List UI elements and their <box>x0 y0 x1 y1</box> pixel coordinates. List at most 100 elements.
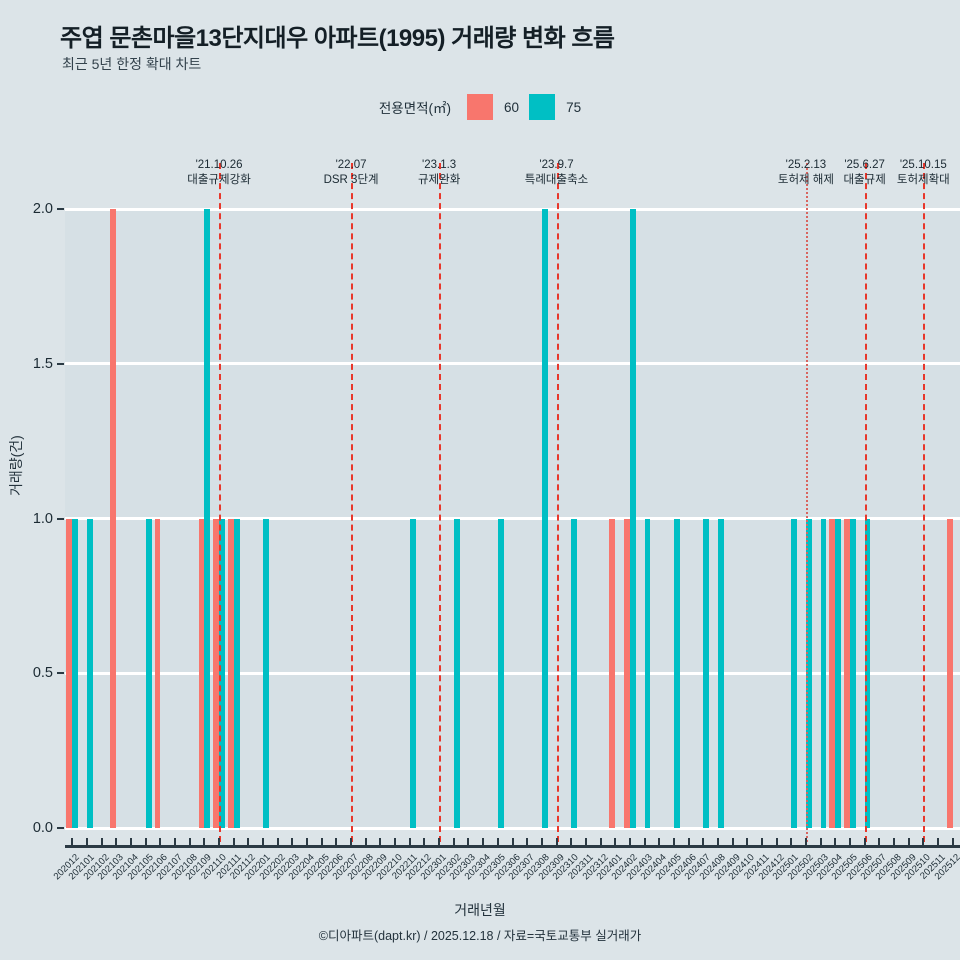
event-label: 대출규제 <box>843 174 886 186</box>
y-tick-label: 1.0 <box>32 510 53 527</box>
x-tick-mark <box>804 838 807 847</box>
bar-60-202110[interactable] <box>213 518 220 828</box>
x-tick-mark <box>100 838 103 847</box>
x-tick-mark <box>174 838 177 847</box>
chart-legend: 전용면적(㎡) 60 75 <box>0 94 960 120</box>
event-line-202506 <box>864 163 867 842</box>
event-label: 토허제 해제 <box>777 174 834 186</box>
bar-75-202211[interactable] <box>409 518 416 828</box>
event-date: '22.07 <box>335 159 367 171</box>
legend-label-60: 60 <box>504 99 520 115</box>
y-tick-mark <box>57 672 64 675</box>
bar-75-202403[interactable] <box>644 518 651 828</box>
legend-item-60[interactable]: 60 <box>467 94 519 120</box>
bar-75-202506[interactable] <box>864 518 871 828</box>
event-label: 토허제확대 <box>896 174 950 186</box>
bar-60-202512[interactable] <box>946 518 953 828</box>
y-tick-mark <box>57 208 64 210</box>
bar-75-202503[interactable] <box>820 518 827 828</box>
x-tick-mark <box>892 838 895 847</box>
event-line-202110 <box>219 163 222 842</box>
bar-60-202504[interactable] <box>829 518 836 828</box>
bar-75-202408[interactable] <box>717 518 724 828</box>
x-tick-mark <box>936 838 939 847</box>
bar-60-202402[interactable] <box>624 518 630 828</box>
bar-75-202402[interactable] <box>629 209 636 828</box>
bar-75-202111[interactable] <box>233 518 240 828</box>
y-tick-mark <box>57 827 64 829</box>
bar-75-202105[interactable] <box>145 518 152 828</box>
legend-swatch-60 <box>467 94 494 120</box>
x-tick-mark <box>526 838 529 847</box>
event-annotation-202301: '23.1.3 규제완화 <box>379 158 499 188</box>
x-tick-mark <box>188 838 191 847</box>
x-tick-mark <box>760 838 763 847</box>
bar-75-202405[interactable] <box>673 518 680 828</box>
bar-75-202302[interactable] <box>453 518 460 828</box>
x-tick-mark <box>276 838 279 847</box>
x-tick-mark <box>790 838 793 847</box>
bar-60-202109[interactable] <box>198 518 205 828</box>
gridline <box>65 362 960 366</box>
x-tick-mark <box>658 838 661 847</box>
bar-60-202505[interactable] <box>844 518 850 828</box>
event-line-202309 <box>556 163 559 842</box>
bar-75-202505[interactable] <box>849 518 856 828</box>
legend-item-75[interactable]: 75 <box>529 94 581 120</box>
x-tick-mark <box>291 838 294 847</box>
x-tick-mark <box>555 838 558 847</box>
bar-75-202305[interactable] <box>497 518 504 828</box>
bar-60-202111[interactable] <box>227 518 234 828</box>
gridline <box>65 671 960 675</box>
bar-75-202109[interactable] <box>204 209 211 828</box>
legend-title: 전용면적(㎡) <box>378 101 452 116</box>
bar-75-202310[interactable] <box>571 518 578 828</box>
x-tick-mark <box>159 838 162 847</box>
x-tick-mark <box>247 838 250 847</box>
y-tick-label: 1.5 <box>32 355 53 372</box>
bar-75-202101[interactable] <box>87 518 93 828</box>
x-tick-mark <box>848 838 851 847</box>
bar-60-202012[interactable] <box>66 518 73 828</box>
plot-area <box>65 163 960 842</box>
x-tick-mark <box>687 838 690 847</box>
x-tick-mark <box>819 838 822 847</box>
bar-75-202501[interactable] <box>791 518 798 828</box>
bar-75-202502[interactable] <box>805 518 812 828</box>
gridline <box>65 826 960 830</box>
x-tick-mark <box>672 838 675 847</box>
x-tick-mark <box>394 838 397 847</box>
bar-75-202201[interactable] <box>263 518 269 828</box>
event-line-202502 <box>805 163 808 842</box>
x-tick-mark <box>423 838 426 847</box>
x-tick-mark <box>144 838 147 847</box>
event-label: 규제완화 <box>417 174 461 186</box>
x-tick-mark <box>218 838 221 847</box>
legend-swatch-75 <box>529 94 556 120</box>
x-tick-mark <box>731 838 734 847</box>
x-tick-mark <box>379 838 382 847</box>
bar-60-202401[interactable] <box>609 518 616 828</box>
bar-75-202012[interactable] <box>72 518 79 828</box>
event-label: 대출규제강화 <box>187 174 251 186</box>
event-line-202510 <box>923 163 926 842</box>
bar-60-202106[interactable] <box>154 518 161 828</box>
x-tick-mark <box>364 838 367 847</box>
x-tick-mark <box>115 838 118 847</box>
x-tick-mark <box>467 838 470 847</box>
event-line-202301 <box>439 163 442 842</box>
x-tick-mark <box>775 838 778 847</box>
bar-60-202103[interactable] <box>110 209 117 828</box>
bar-75-202407[interactable] <box>703 518 710 828</box>
y-tick-mark <box>57 517 64 520</box>
bar-75-202308[interactable] <box>541 209 548 828</box>
x-tick-mark <box>951 838 954 847</box>
bar-75-202504[interactable] <box>835 518 842 828</box>
bar-75-202110[interactable] <box>219 518 225 828</box>
x-tick-mark <box>203 838 206 847</box>
x-tick-mark <box>130 838 133 847</box>
gridline <box>65 207 960 211</box>
gridline <box>65 517 960 520</box>
event-line-202207 <box>351 163 354 842</box>
event-date: '25.6.27 <box>844 159 885 171</box>
